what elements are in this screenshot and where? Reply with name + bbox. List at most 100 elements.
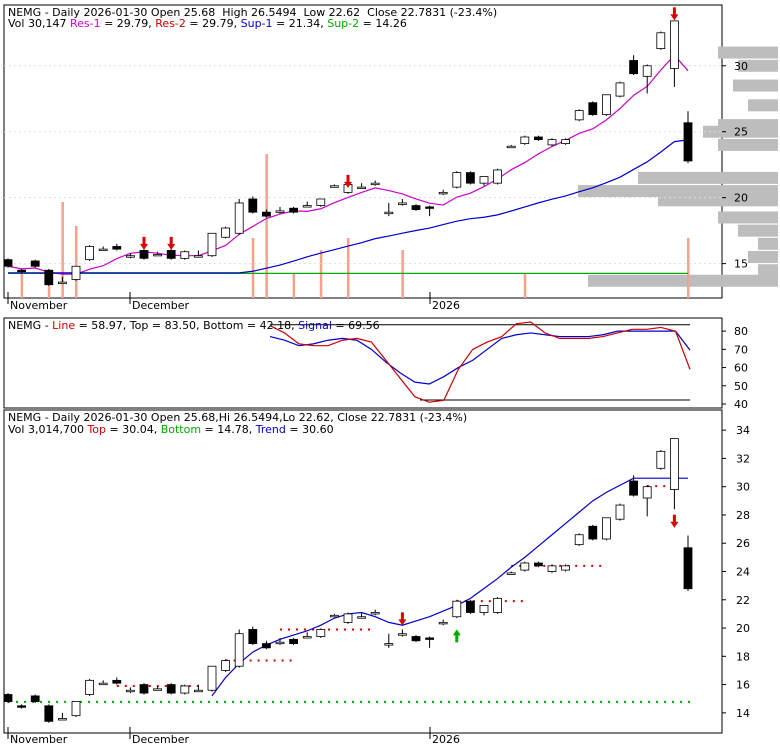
trend-panel-frame — [3, 409, 723, 734]
legend-segment: Vol 3,014,700 — [8, 423, 87, 436]
price-candle-body — [588, 102, 598, 115]
trend-candle-body — [384, 643, 394, 646]
price-candle-body — [574, 110, 584, 121]
volume-bar — [523, 274, 527, 298]
price-candle-body — [357, 186, 367, 190]
osc-y-tick-label: 50 — [734, 380, 748, 393]
trend-y-tick-label: 16 — [736, 679, 750, 692]
price-candle-body — [275, 210, 285, 213]
price-candle-body — [316, 198, 326, 206]
price-candle-body — [193, 255, 203, 258]
trend-candle-body — [30, 695, 40, 702]
trend-x-tick-label: November — [10, 733, 68, 745]
trend-candle-body — [289, 638, 299, 644]
down-arrow-icon — [344, 174, 352, 188]
volume-bar — [347, 238, 350, 298]
trend-y-tick-label: 24 — [736, 566, 750, 579]
price-panel-frame — [3, 4, 723, 299]
volume-profile-bar — [733, 79, 778, 92]
trend-candle-body — [411, 636, 421, 642]
trend-candle-body — [153, 688, 163, 691]
trend-candle-body — [193, 689, 203, 693]
price-y-tick-label: 15 — [734, 258, 748, 271]
volume-profile-bar — [588, 274, 778, 287]
price-candle-body — [384, 211, 394, 215]
volume-profile-bar — [703, 125, 778, 138]
price-y-tick-label: 25 — [734, 126, 748, 139]
volume-profile-bar — [718, 46, 778, 59]
legend-segment: Bottom — [161, 423, 201, 436]
legend-segment: Res-1 — [70, 17, 101, 30]
price-candle-body — [71, 265, 81, 280]
price-candle-body — [126, 255, 135, 258]
price-legend-line2: Vol 30,147 Res-1 = 29.79, Res-2 = 29.79,… — [8, 17, 407, 30]
trend-candle-body — [588, 525, 598, 540]
legend-segment: = 30.60 — [286, 423, 334, 436]
down-arrow-icon — [140, 236, 148, 250]
price-x-tick-label: December — [132, 299, 190, 312]
trend-candle-body — [493, 597, 503, 613]
trend-candle-body — [670, 438, 679, 490]
volume-profile-bar — [638, 171, 778, 184]
price-candle-body — [670, 20, 679, 69]
legend-segment: NEMG - Daily 2026-01-30 Open 25.68 High … — [8, 6, 497, 19]
resistance-1-line — [7, 54, 689, 275]
price-candle-body — [30, 260, 40, 267]
trend-y-tick-label: 26 — [736, 537, 750, 550]
price-candle-body — [642, 65, 652, 77]
trend-candle-body — [44, 705, 54, 722]
price-candle-body — [520, 136, 530, 144]
down-arrow-icon — [398, 612, 407, 626]
volume-bar — [251, 238, 255, 298]
legend-segment: = 30.04, — [106, 423, 161, 436]
price-candle-body — [44, 269, 54, 286]
trend-candle-body — [629, 480, 638, 496]
trend-candle-body — [561, 565, 570, 571]
trend-candle-body — [71, 701, 81, 717]
price-candle-body — [615, 82, 625, 97]
trend-candle-body — [574, 534, 584, 546]
trend-legend-line2: Vol 3,014,700 Top = 30.04, Bottom = 14.7… — [8, 423, 334, 436]
volume-profile-bar — [658, 194, 778, 207]
legend-segment: = 14.26 — [359, 17, 407, 30]
osc-y-tick-label: 70 — [734, 343, 748, 356]
price-candle-body — [602, 94, 611, 115]
trend-candle-body — [425, 637, 435, 640]
price-candle-body — [629, 60, 638, 75]
trend-candle-body — [547, 565, 557, 572]
price-candle-body — [207, 232, 217, 257]
trend-candle-body — [112, 679, 122, 684]
trend-candle-body — [180, 685, 190, 694]
legend-segment: = 42.18, — [243, 319, 298, 332]
osc-signal-line — [269, 330, 691, 385]
trend-candle-body — [221, 660, 231, 671]
trend-candle-body — [98, 682, 108, 686]
price-candle-body — [479, 176, 489, 184]
volume-bar — [20, 274, 24, 298]
trend-candle-body — [683, 547, 693, 590]
legend-segment: Vol 30,147 — [8, 17, 70, 30]
volume-bar — [75, 226, 78, 298]
trend-legend-line1: NEMG - Daily 2026-01-30 Open 25.68,Hi 26… — [8, 411, 467, 424]
volume-bar — [687, 238, 690, 298]
trend-y-tick-label: 30 — [736, 481, 750, 494]
trend-candle-body — [329, 614, 339, 618]
trend-candle-body — [126, 689, 135, 693]
trend-candle-body — [506, 572, 516, 575]
osc-legend-line1: NEMG - Line = 58.97, Top = 83.50, Bottom… — [8, 319, 380, 332]
price-y-tick-label: 20 — [734, 192, 748, 205]
price-candle-body — [493, 169, 503, 184]
volume-profile-bar — [758, 237, 778, 250]
trend-candle-body — [316, 629, 326, 637]
price-legend-line1: NEMG - Daily 2026-01-30 Open 25.68 High … — [8, 6, 497, 19]
legend-segment: = 83.50, — [148, 319, 203, 332]
trend-candle-body — [642, 486, 652, 499]
legend-segment: Line — [52, 319, 75, 332]
trend-x-tick-label: December — [132, 733, 190, 745]
price-candle-body — [452, 172, 462, 188]
legend-segment: = 58.97, — [75, 319, 130, 332]
price-candle-body — [397, 202, 407, 205]
trend-candle-body — [397, 633, 407, 636]
down-arrow-icon — [670, 7, 679, 21]
